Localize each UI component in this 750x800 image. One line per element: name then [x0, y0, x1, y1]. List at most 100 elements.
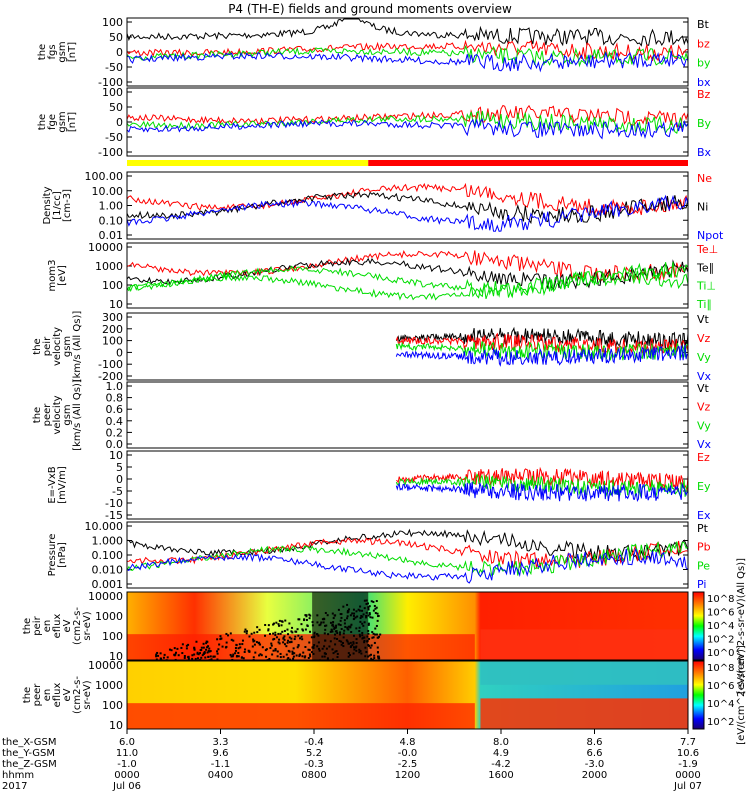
spectrogram-noise: [202, 646, 205, 649]
panel-frame: [126, 381, 689, 449]
colorbar: [692, 591, 705, 661]
time-tick-label: 6.0: [119, 737, 135, 748]
spectrogram-noise: [270, 642, 273, 645]
tick-label: 0: [116, 473, 123, 486]
spectrogram-noise: [371, 616, 374, 619]
spectrogram-noise: [241, 643, 244, 646]
spectrogram-noise: [258, 654, 261, 657]
time-tick-label: 2000: [582, 770, 607, 781]
spectrogram-noise: [191, 654, 194, 657]
legend-fgs-Bt: Bt: [697, 18, 710, 31]
time-tick-label: -2.5: [398, 759, 418, 770]
series-line-density-Npot: [126, 194, 689, 232]
spectrogram-noise: [258, 643, 261, 646]
time-tick-label: -0.4: [304, 737, 324, 748]
spectrogram-noise: [279, 632, 282, 635]
time-tick-label: 1200: [395, 770, 420, 781]
legend-fge-Bx: Bx: [697, 146, 712, 159]
legend-peer_v-Vy: Vy: [697, 419, 711, 432]
spectrogram-noise: [284, 619, 287, 622]
spectrogram-noise: [231, 655, 234, 658]
spectrogram-noise: [300, 635, 303, 638]
spectrogram-noise: [229, 632, 232, 635]
spectrogram-noise: [264, 634, 267, 637]
spectrogram-noise: [235, 644, 238, 647]
spectrogram-noise: [203, 651, 206, 654]
spectrogram-noise: [181, 643, 184, 646]
spectrogram-noise: [367, 606, 370, 609]
spectrogram-noise: [281, 630, 284, 633]
spectrogram-noise: [297, 634, 300, 637]
spectrogram-noise: [245, 632, 248, 635]
spectrogram-noise: [370, 644, 373, 647]
spectrogram-noise: [252, 638, 255, 641]
axis-row-label: hhmm: [2, 770, 34, 781]
colorbar-tick: 10^8: [707, 594, 734, 605]
spectrogram-noise: [376, 651, 379, 654]
tick-label: 0: [116, 346, 123, 359]
tick-label: 5: [116, 461, 123, 474]
spectrogram-noise: [253, 631, 256, 634]
ylabel-line: mom3: [47, 260, 58, 292]
spectrogram-gap: [312, 592, 369, 660]
tick-label: 10: [109, 449, 123, 462]
tick-label: 0.6: [106, 403, 124, 416]
spectrogram-noise: [305, 618, 308, 621]
tick-label: -10: [105, 497, 123, 510]
tick-label: 10000: [88, 590, 123, 603]
ylabel-line: peer: [32, 683, 43, 707]
spectrogram-noise: [294, 630, 297, 633]
ylabel-line: the: [22, 687, 33, 703]
spectrogram-noise: [199, 649, 202, 652]
panel-peer_spec-ylabel: thepeerenefluxeV(cm2-s-sr-eV): [22, 676, 93, 714]
ylabel-line: velocity: [52, 327, 63, 366]
tick-label: -100: [98, 358, 123, 371]
spectrogram-noise: [218, 643, 221, 646]
time-tick-label: Jul 06: [112, 781, 141, 792]
spectrogram-noise: [213, 655, 216, 658]
spectrogram-noise: [270, 644, 273, 647]
spectrogram-noise: [157, 654, 160, 657]
spectrogram-noise: [371, 636, 374, 639]
spectrogram-noise: [180, 646, 183, 649]
tick-label: 100: [102, 86, 123, 99]
ylabel-line: eflux: [52, 683, 63, 708]
spectrogram-noise: [375, 600, 378, 603]
spectrogram-noise: [173, 653, 176, 656]
spectrogram-noise: [206, 651, 209, 654]
spectrogram-noise: [374, 627, 377, 630]
legend-fge-By: By: [697, 117, 712, 130]
spectrogram-noise: [191, 657, 194, 660]
spectrogram-noise: [269, 647, 272, 650]
spectrogram-noise: [232, 639, 235, 642]
spectrogram-noise: [286, 658, 289, 661]
tick-label: 0.2: [106, 426, 124, 439]
spectrogram-noise: [293, 638, 296, 641]
spectrogram-noise: [301, 628, 304, 631]
legend-peir_v-Vy: Vy: [697, 351, 711, 364]
spectrogram-noise: [242, 657, 245, 660]
spectrogram-noise: [368, 637, 371, 640]
spectrogram-noise: [212, 655, 215, 658]
legend-pressure-Pe: Pe: [697, 559, 710, 572]
spectrogram-noise: [375, 624, 378, 627]
panel-fgs: thefgsgsm[nT] 100 50 0 -50 -100 Bt bz by bx: [37, 16, 711, 89]
tick-label: 200: [102, 323, 123, 336]
spectrogram-band: [480, 629, 688, 660]
series-line-pressure-Pe: [126, 541, 689, 577]
spectrogram-noise: [162, 656, 165, 659]
spectrogram-noise: [278, 638, 281, 641]
ylabel-line: [1/cc]: [52, 191, 63, 220]
colorbar-tick: 10^0: [707, 648, 734, 659]
time-tick-label: 5.2: [306, 748, 322, 759]
spectrogram-noise: [194, 657, 197, 660]
spectrogram-noise: [304, 628, 307, 631]
spectrogram-noise: [303, 619, 306, 622]
series-line-fge-Bx: [126, 118, 689, 140]
spectrogram-noise: [280, 624, 283, 627]
panel-temp-ylabel: mom3[eV]: [47, 260, 68, 292]
spectrogram-noise: [374, 607, 377, 610]
spectrogram-noise: [254, 651, 257, 654]
ylabel-line: the: [32, 338, 43, 354]
spectrogram-noise: [275, 621, 278, 624]
